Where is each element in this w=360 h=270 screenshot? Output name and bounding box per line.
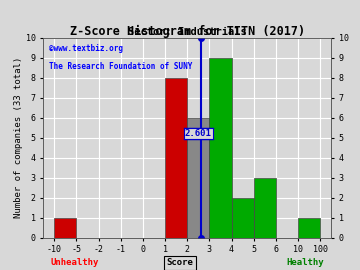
Text: Unhealthy: Unhealthy	[50, 258, 99, 267]
Text: Score: Score	[167, 258, 193, 267]
Text: 2.601: 2.601	[185, 129, 212, 138]
Bar	[165, 78, 187, 238]
Text: Healthy: Healthy	[286, 258, 324, 267]
Bar	[231, 198, 254, 238]
Text: ©www.textbiz.org: ©www.textbiz.org	[49, 44, 123, 53]
Text: The Research Foundation of SUNY: The Research Foundation of SUNY	[49, 62, 192, 71]
Bar	[254, 178, 276, 238]
Bar	[298, 218, 320, 238]
Y-axis label: Number of companies (33 total): Number of companies (33 total)	[14, 57, 23, 218]
Bar	[187, 118, 210, 238]
Title: Z-Score Histogram for TITN (2017): Z-Score Histogram for TITN (2017)	[69, 25, 305, 38]
Text: Sector: Industrials: Sector: Industrials	[128, 27, 247, 37]
Bar	[54, 218, 76, 238]
Bar	[210, 58, 231, 238]
